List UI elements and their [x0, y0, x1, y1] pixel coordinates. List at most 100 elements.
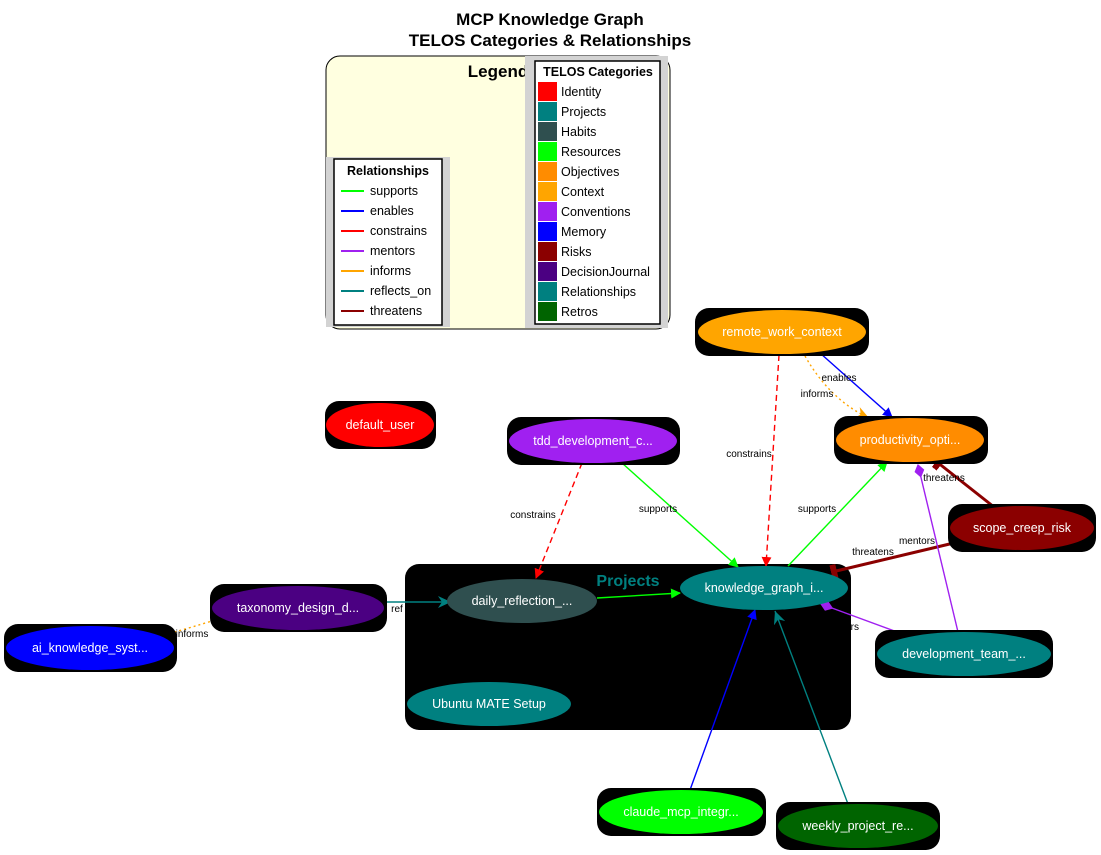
- legend-category-label: Identity: [561, 85, 602, 99]
- legend-category-label: Retros: [561, 305, 598, 319]
- edge-link-weekly-to-knowledge_graph: [773, 610, 849, 805]
- edge-supports-tdd-to-knowledge_graph: [621, 462, 739, 568]
- legend-relationship-row: reflects_on: [341, 284, 431, 298]
- legend-relationship-row: enables: [341, 204, 414, 218]
- edge-label: informs: [176, 629, 209, 640]
- edge-label: informs: [801, 389, 834, 400]
- telos-categories-title: TELOS Categories: [543, 65, 653, 79]
- legend-category-row: Habits: [538, 122, 596, 141]
- edge-label: constrains: [726, 449, 772, 460]
- diagram-title-line1: MCP Knowledge Graph: [456, 10, 644, 29]
- legend-relationship-row: informs: [341, 264, 411, 278]
- node-label: tdd_development_c...: [533, 434, 653, 448]
- legend-relationship-label: reflects_on: [370, 284, 431, 298]
- legend-category-label: Habits: [561, 125, 596, 139]
- node-label: remote_work_context: [722, 325, 842, 339]
- legend-category-swatch: [538, 162, 557, 181]
- edge-label: threatens: [923, 473, 965, 484]
- legend-category-swatch: [538, 242, 557, 261]
- node-shape: [212, 586, 384, 630]
- node-tdd[interactable]: tdd_development_c...: [507, 417, 680, 465]
- legend-category-swatch: [538, 182, 557, 201]
- legend-category-row: Identity: [538, 82, 602, 101]
- legend-relationship-row: constrains: [341, 224, 427, 238]
- edge-label: supports: [798, 504, 836, 515]
- node-productivity[interactable]: productivity_opti...: [834, 416, 988, 464]
- edge-link-daily_reflection-to-knowledge_graph: [596, 588, 681, 599]
- node-shape: [836, 418, 984, 462]
- edge-label: threatens: [852, 547, 894, 558]
- node-shape: [509, 419, 677, 463]
- legend-category-swatch: [538, 222, 557, 241]
- edge-constrains-tdd-to-daily_reflection: [534, 462, 583, 579]
- legend-title: Legend: [468, 62, 528, 81]
- node-shape: [599, 790, 763, 834]
- legend-relationship-label: supports: [370, 184, 418, 198]
- node-label: taxonomy_design_d...: [237, 601, 359, 615]
- node-label: default_user: [346, 418, 415, 432]
- node-label: weekly_project_re...: [801, 819, 913, 833]
- legend-category-label: Conventions: [561, 205, 631, 219]
- legend-category-row: Objectives: [538, 162, 619, 181]
- node-label: scope_creep_risk: [973, 521, 1072, 535]
- legend-category-row: Retros: [538, 302, 598, 321]
- legend-category-label: Resources: [561, 145, 621, 159]
- edge-enables-remote_work-to-productivity: [819, 352, 893, 418]
- legend-category-label: DecisionJournal: [561, 265, 650, 279]
- node-ai-knowledge[interactable]: ai_knowledge_syst...: [4, 624, 177, 672]
- legend-category-label: Context: [561, 185, 605, 199]
- edge-threatens-scope_creep-to-knowledge_graph: [829, 540, 959, 580]
- node-shape: [326, 403, 434, 447]
- node-claude-mcp[interactable]: claude_mcp_integr...: [597, 788, 766, 836]
- node-ubuntu[interactable]: Ubuntu MATE Setup: [407, 682, 571, 726]
- node-shape: [6, 626, 174, 670]
- edge-label: constrains: [510, 510, 556, 521]
- legend-category-label: Projects: [561, 105, 606, 119]
- legend-category-swatch: [538, 302, 557, 321]
- node-taxonomy[interactable]: taxonomy_design_d...: [210, 584, 387, 632]
- legend-category-swatch: [538, 262, 557, 281]
- legend-relationship-label: mentors: [370, 244, 415, 258]
- node-scope-creep[interactable]: scope_creep_risk: [948, 504, 1096, 552]
- edge-label: supports: [639, 504, 677, 515]
- legend-category-swatch: [538, 202, 557, 221]
- legend-category-row: Projects: [538, 102, 606, 121]
- node-shape: [778, 804, 938, 848]
- legend-relationship-label: enables: [370, 204, 414, 218]
- legend-relationship-label: constrains: [370, 224, 427, 238]
- legend-category-row: Conventions: [538, 202, 631, 221]
- edge-informs-remote_work-to-productivity: [804, 355, 870, 419]
- node-dev-team[interactable]: development_team_...: [875, 630, 1053, 678]
- node-label: ai_knowledge_syst...: [32, 641, 148, 655]
- edge-supports-knowledge_graph-to-productivity: [787, 461, 888, 567]
- node-shape: [698, 310, 866, 354]
- node-label: daily_reflection_...: [472, 594, 573, 608]
- node-shape: [680, 566, 848, 610]
- legend-category-swatch: [538, 102, 557, 121]
- node-shape: [877, 632, 1051, 676]
- node-knowledge-graph[interactable]: knowledge_graph_i...: [680, 566, 848, 610]
- legend-category-swatch: [538, 282, 557, 301]
- node-shape: [950, 506, 1094, 550]
- legend-category-row: Context: [538, 182, 605, 201]
- legend-relationship-label: informs: [370, 264, 411, 278]
- telos-categories-table: TELOS Categories Identity Projects Habits R…: [525, 56, 668, 328]
- node-shape: [407, 682, 571, 726]
- node-default-user[interactable]: default_user: [325, 401, 436, 449]
- node-label: Ubuntu MATE Setup: [432, 697, 546, 711]
- edge-threatens-scope_creep-to-productivity: [931, 455, 995, 509]
- legend-relationship-row: supports: [341, 184, 418, 198]
- legend-relationship-label: threatens: [370, 304, 422, 318]
- legend-category-label: Memory: [561, 225, 607, 239]
- edge-labels-layer: constrains enables informs constrains suppor…: [176, 373, 965, 640]
- legend-category-swatch: [538, 122, 557, 141]
- edge-label: enables: [821, 373, 856, 384]
- edge-label: mentors: [899, 536, 935, 547]
- legend-category-row: DecisionJournal: [538, 262, 650, 281]
- legend-category-row: Resources: [538, 142, 621, 161]
- node-label: claude_mcp_integr...: [623, 805, 738, 819]
- node-weekly[interactable]: weekly_project_re...: [776, 802, 940, 850]
- node-daily-reflection[interactable]: daily_reflection_...: [447, 579, 597, 623]
- node-remote-work[interactable]: remote_work_context: [695, 308, 869, 356]
